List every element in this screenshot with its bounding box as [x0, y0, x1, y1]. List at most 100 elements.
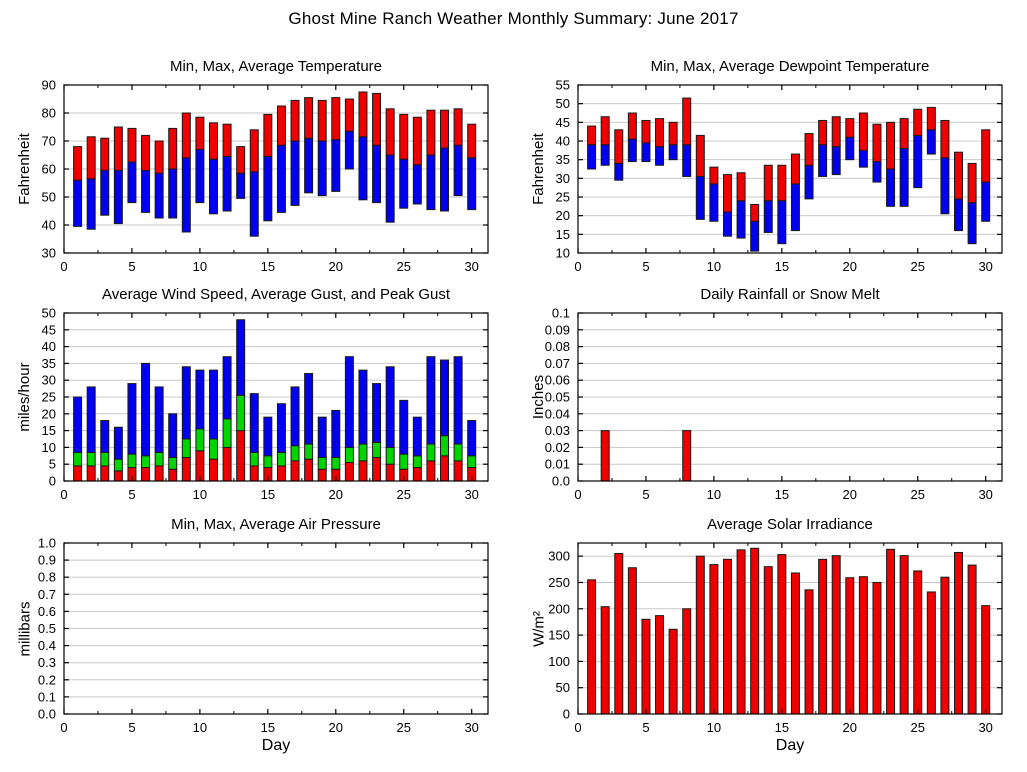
- dewpoint-min-to-average-bar-day-17: [804, 164, 814, 200]
- dewpoint-min-to-average-bar-day-1: [587, 144, 597, 170]
- wind-peak-gust-bar-day-10: [195, 369, 205, 430]
- temperature-min-to-average-bar-day-22: [358, 136, 368, 201]
- dewpoint-average-to-max-bar-day-15: [777, 164, 787, 202]
- wind-average-gust-bar-day-16: [276, 451, 286, 467]
- temperature-average-to-max-bar-day-2: [86, 136, 96, 180]
- dewpoint-min-to-average-bar-day-9: [695, 175, 705, 220]
- temperature-average-to-max-bar-day-1: [73, 146, 83, 181]
- temperature-axes: 30 40 50 60 70 80 90 0 5 10 15 20 25 30: [42, 78, 488, 274]
- dewpoint-xtick-label: 10: [707, 259, 721, 274]
- wind-peak-gust-bar-day-13: [236, 319, 246, 396]
- wind-peak-gust-bar-day-26: [412, 416, 422, 457]
- pressure-x-axis-label: Day: [261, 737, 291, 754]
- dewpoint-xtick-label: 25: [911, 259, 925, 274]
- temperature-average-to-max-bar-day-19: [317, 99, 327, 142]
- wind-average-gust-bar-day-17: [290, 445, 300, 462]
- temperature-average-to-max-bar-day-18: [304, 97, 314, 139]
- temperature-min-to-average-bar-day-12: [222, 155, 232, 212]
- temperature-average-to-max-bar-day-24: [385, 108, 395, 156]
- dewpoint-min-to-average-bar-day-21: [858, 149, 868, 168]
- rainfall-axes: 0.00.010.020.030.040.050.060.070.080.090…: [545, 306, 1002, 502]
- solar-ytick-label: 200: [548, 601, 570, 616]
- wind-peak-gust-bar-day-1: [73, 396, 83, 453]
- temperature-average-to-max-bar-day-29: [453, 108, 463, 146]
- solar-solar-irradiance-bar-day-18: [818, 558, 828, 715]
- temperature-ytick-label: 30: [42, 246, 56, 261]
- dewpoint-min-to-average-bar-day-6: [655, 146, 665, 166]
- rainfall-ytick-label: 0.05: [545, 390, 570, 405]
- pressure-ytick-label: 0.9: [38, 553, 56, 568]
- solar-solar-irradiance-bar-day-28: [954, 551, 964, 715]
- temperature-xtick-label: 20: [329, 259, 343, 274]
- rainfall-ytick-label: 0.07: [545, 356, 570, 371]
- dewpoint-average-to-max-bar-day-24: [899, 118, 909, 149]
- dewpoint-xtick-label: 5: [642, 259, 649, 274]
- wind-average-wind-speed-bar-day-19: [317, 468, 327, 482]
- solar-solar-irradiance-bar-day-23: [886, 548, 896, 715]
- temperature-xtick-label: 30: [464, 259, 478, 274]
- dewpoint-ytick-label: 15: [556, 227, 570, 242]
- temperature-min-to-average-bar-day-27: [426, 154, 436, 211]
- wind-average-wind-speed-bar-day-1: [73, 465, 83, 482]
- solar-solar-irradiance-bar-day-9: [695, 555, 705, 715]
- solar-xtick-label: 20: [843, 720, 857, 735]
- temperature-min-to-average-bar-day-2: [86, 178, 96, 230]
- dewpoint-min-to-average-bar-day-15: [777, 200, 787, 245]
- wind-peak-gust-bar-day-20: [331, 409, 341, 458]
- temperature-min-to-average-bar-day-30: [467, 157, 477, 211]
- wind-average-wind-speed-bar-day-27: [426, 460, 436, 482]
- solar-solar-irradiance-bar-day-29: [967, 564, 977, 715]
- solar-solar-irradiance-bar-day-11: [722, 558, 732, 715]
- solar-solar-irradiance-bar-day-21: [858, 576, 868, 715]
- rainfall-ytick-label: 0.09: [545, 322, 570, 337]
- temperature-average-to-max-bar-day-6: [141, 134, 151, 171]
- temperature-ytick-label: 50: [42, 190, 56, 205]
- dewpoint-min-to-average-bar-day-12: [736, 200, 746, 239]
- wind-average-wind-speed-bar-day-28: [440, 455, 450, 482]
- chart-rainfall: Daily Rainfall or Snow Melt Inches 0.0 0.…: [530, 286, 1003, 502]
- wind-xtick-label: 10: [193, 487, 207, 502]
- temperature-average-to-max-bar-day-12: [222, 123, 232, 157]
- pressure-ytick-label: 0.7: [38, 587, 56, 602]
- dewpoint-average-to-max-bar-day-9: [695, 134, 705, 177]
- solar-xtick-label: 25: [911, 720, 925, 735]
- dewpoint-min-to-average-bar-day-13: [750, 220, 760, 252]
- dewpoint-min-to-average-bar-day-25: [913, 134, 923, 189]
- wind-average-gust-bar-day-13: [236, 394, 246, 432]
- wind-average-gust-bar-day-25: [399, 453, 409, 470]
- solar-xtick-label: 15: [775, 720, 789, 735]
- pressure-ytick-label: 0.0: [38, 707, 56, 722]
- dewpoint-average-to-max-bar-day-25: [913, 108, 923, 136]
- wind-peak-gust-bar-day-22: [358, 369, 368, 445]
- rainfall-ytick-label: 0.1: [552, 306, 570, 321]
- dewpoint-average-to-max-bar-day-16: [790, 153, 800, 185]
- solar-solar-irradiance-bar-day-15: [777, 554, 787, 715]
- wind-ytick-label: 45: [42, 322, 56, 337]
- temperature-min-to-average-bar-day-16: [276, 144, 286, 213]
- wind-average-wind-speed-bar-day-18: [304, 458, 314, 482]
- wind-peak-gust-bar-day-24: [385, 366, 395, 448]
- temperature-min-to-average-bar-day-9: [181, 157, 191, 233]
- dewpoint-ytick-label: 25: [556, 190, 570, 205]
- wind-peak-gust-bar-day-8: [168, 413, 178, 458]
- dewpoint-average-to-max-bar-day-21: [858, 112, 868, 151]
- temperature-average-to-max-bar-day-30: [467, 123, 477, 159]
- dewpoint-average-to-max-bar-day-20: [845, 118, 855, 138]
- dewpoint-min-to-average-bar-day-10: [709, 183, 719, 222]
- wind-average-gust-bar-day-29: [453, 443, 463, 462]
- dewpoint-plot-frame: [577, 84, 1003, 254]
- solar-solar-irradiance-bar-day-3: [614, 553, 624, 715]
- wind-average-wind-speed-bar-day-9: [181, 456, 191, 482]
- pressure-ytick-label: 0.2: [38, 672, 56, 687]
- dewpoint-average-to-max-bar-day-2: [600, 116, 610, 146]
- wind-average-gust-bar-day-28: [440, 435, 450, 457]
- dewpoint-average-to-max-bar-day-12: [736, 172, 746, 202]
- dewpoint-min-to-average-bar-day-18: [818, 144, 828, 177]
- wind-peak-gust-bar-day-25: [399, 399, 409, 455]
- pressure-xtick-label: 15: [261, 720, 275, 735]
- wind-ytick-label: 20: [42, 406, 56, 421]
- dewpoint-xtick-label: 0: [574, 259, 581, 274]
- temperature-min-to-average-bar-day-6: [141, 169, 151, 213]
- pressure-chart-title: Min, Max, Average Air Pressure: [171, 516, 381, 533]
